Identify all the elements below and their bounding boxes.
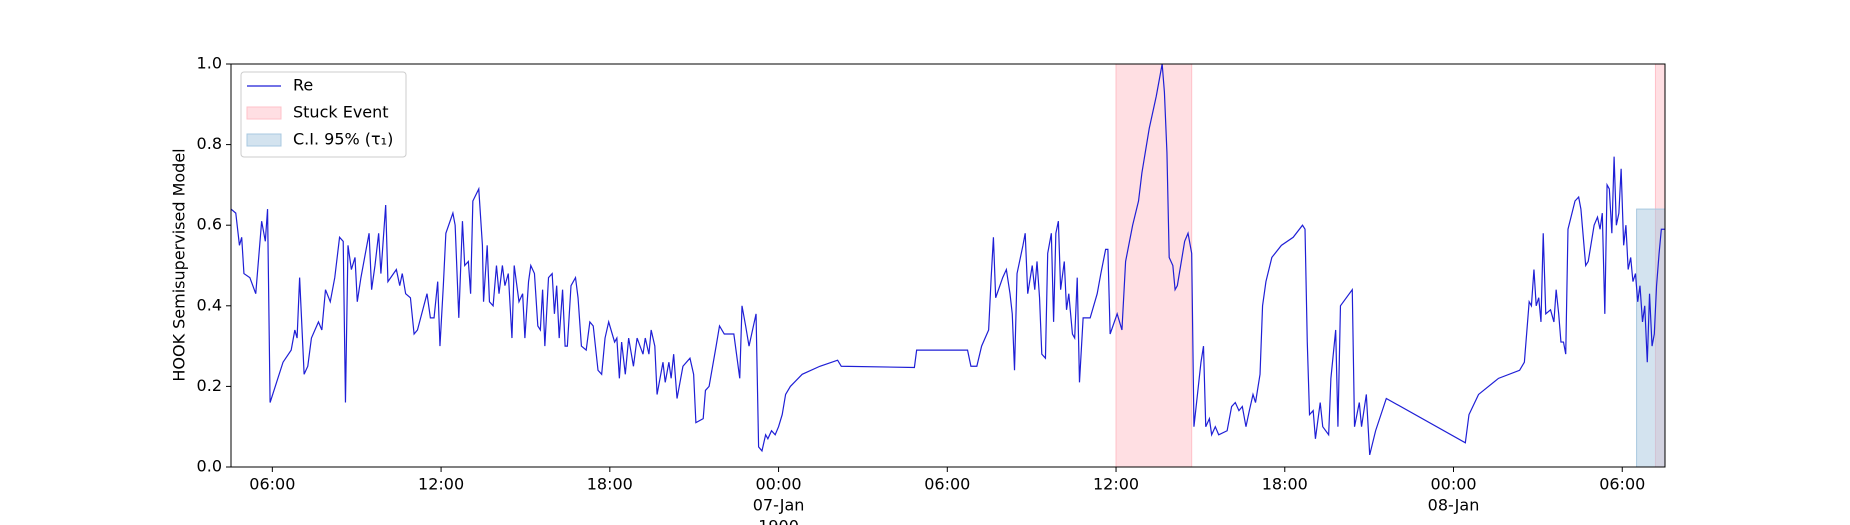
x-tick-label: 06:00 bbox=[1599, 475, 1645, 494]
x-tick-label: 18:00 bbox=[587, 475, 633, 494]
legend-label: Re bbox=[293, 76, 313, 95]
legend-label: C.I. 95% (τ₁) bbox=[293, 130, 393, 149]
span bbox=[1115, 63, 1193, 468]
legend-swatch bbox=[246, 106, 282, 120]
plot-frame bbox=[230, 63, 1666, 468]
y-tick-label: 0.6 bbox=[197, 215, 222, 234]
x-tick-label: 18:00 bbox=[1262, 475, 1308, 494]
y-tick-label: 0.4 bbox=[197, 295, 222, 314]
y-tick-label: 0.2 bbox=[197, 376, 222, 395]
line bbox=[230, 63, 1665, 456]
y-tick-label: 1.0 bbox=[197, 54, 222, 73]
legend-box bbox=[240, 71, 407, 158]
span bbox=[1636, 208, 1666, 468]
x-tick-label: 08-Jan bbox=[1428, 496, 1480, 515]
x-tick-label: 07-Jan bbox=[753, 496, 805, 515]
y-tick-label: 0.8 bbox=[197, 134, 222, 153]
x-tick-label: 12:00 bbox=[418, 475, 464, 494]
x-tick-label: 06:00 bbox=[924, 475, 970, 494]
y-axis-label: HOOK Semisupervised Model bbox=[170, 148, 189, 381]
legend-label: Stuck Event bbox=[293, 103, 389, 122]
x-tick-label: 06:00 bbox=[249, 475, 295, 494]
y-tick-label: 0.0 bbox=[197, 457, 222, 476]
x-tick-label: 00:00 bbox=[756, 475, 802, 494]
legend-swatch bbox=[246, 133, 282, 147]
x-tick-label: 00:00 bbox=[1430, 475, 1476, 494]
x-tick-label: 12:00 bbox=[1093, 475, 1139, 494]
legend: Re Stuck Event C.I. 95% (τ₁) bbox=[240, 71, 407, 158]
x-tick-label: 1900 bbox=[758, 517, 799, 525]
